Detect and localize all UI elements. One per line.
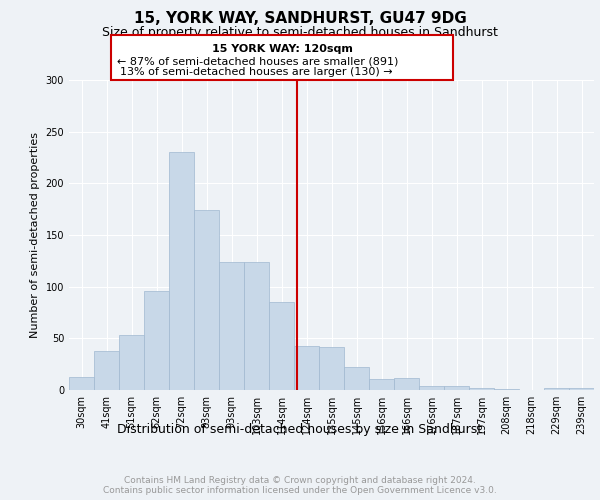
Bar bbox=[69, 376, 94, 390]
Bar bbox=[569, 388, 594, 390]
Bar bbox=[269, 302, 294, 390]
Bar bbox=[94, 350, 119, 390]
Bar bbox=[194, 210, 219, 390]
Text: Size of property relative to semi-detached houses in Sandhurst: Size of property relative to semi-detach… bbox=[102, 26, 498, 39]
Bar bbox=[494, 389, 519, 390]
Y-axis label: Number of semi-detached properties: Number of semi-detached properties bbox=[30, 132, 40, 338]
Bar bbox=[544, 388, 569, 390]
Text: Contains HM Land Registry data © Crown copyright and database right 2024.
Contai: Contains HM Land Registry data © Crown c… bbox=[103, 476, 497, 495]
Bar bbox=[319, 346, 344, 390]
Text: 13% of semi-detached houses are larger (130) →: 13% of semi-detached houses are larger (… bbox=[120, 67, 392, 77]
Bar bbox=[294, 346, 319, 390]
Bar bbox=[469, 388, 494, 390]
Bar bbox=[344, 368, 369, 390]
Bar bbox=[369, 378, 394, 390]
Text: 15 YORK WAY: 120sqm: 15 YORK WAY: 120sqm bbox=[212, 44, 352, 54]
Bar bbox=[119, 335, 144, 390]
Text: ← 87% of semi-detached houses are smaller (891): ← 87% of semi-detached houses are smalle… bbox=[117, 56, 398, 66]
Bar bbox=[419, 386, 444, 390]
Bar bbox=[444, 386, 469, 390]
Bar bbox=[169, 152, 194, 390]
Bar bbox=[394, 378, 419, 390]
Bar bbox=[219, 262, 244, 390]
Bar bbox=[144, 291, 169, 390]
Text: 15, YORK WAY, SANDHURST, GU47 9DG: 15, YORK WAY, SANDHURST, GU47 9DG bbox=[134, 11, 466, 26]
Text: Distribution of semi-detached houses by size in Sandhurst: Distribution of semi-detached houses by … bbox=[118, 422, 482, 436]
Bar bbox=[244, 262, 269, 390]
